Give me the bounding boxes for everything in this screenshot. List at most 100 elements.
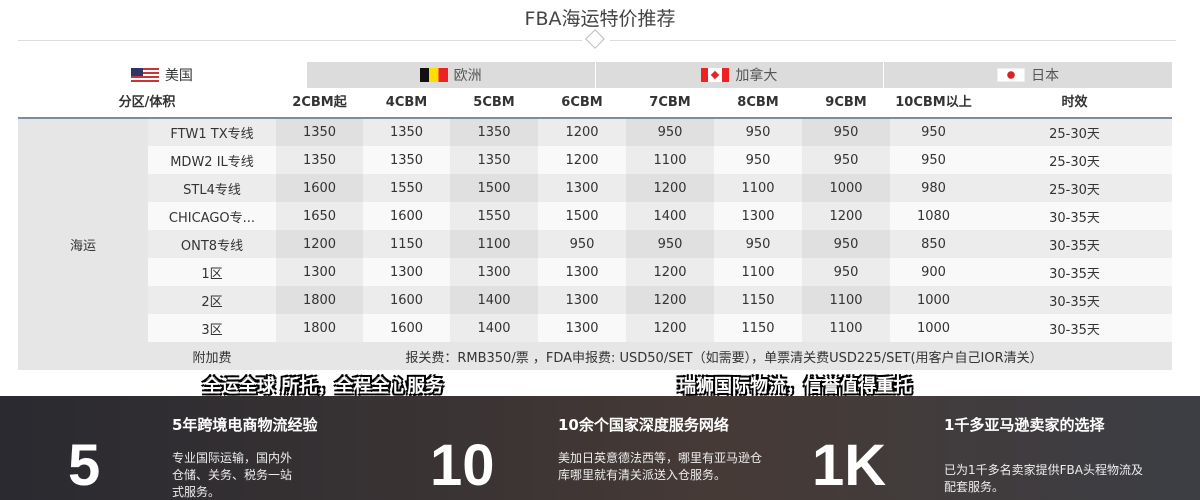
japan-flag-icon — [997, 68, 1026, 82]
zone-cell: FTW1 TX专线 — [148, 118, 276, 146]
tab-label: 美国 — [164, 68, 193, 84]
price-cell: 950 — [890, 118, 977, 146]
column-header: 7CBM — [626, 88, 714, 119]
price-cell: 1300 — [363, 258, 450, 286]
column-header: 5CBM — [450, 88, 538, 119]
price-cell: 1200 — [538, 146, 626, 174]
price-cell: 1300 — [538, 314, 626, 342]
price-cell: 1400 — [626, 202, 714, 230]
price-cell: 1400 — [450, 314, 538, 342]
price-cell: 1000 — [802, 174, 890, 202]
table-row: STL4专线 1600 1550 1500 1300 1200 1100 1000 980 25-… — [18, 174, 1172, 202]
price-cell: 1350 — [276, 146, 363, 174]
price-cell: 1550 — [450, 202, 538, 230]
transit-time-cell: 30-35天 — [977, 286, 1172, 314]
tab-label: 欧洲 — [453, 68, 482, 84]
price-cell: 1400 — [450, 286, 538, 314]
price-cell: 1100 — [802, 286, 890, 314]
column-header: 2CBM起 — [276, 88, 363, 119]
price-cell: 1000 — [890, 314, 977, 342]
price-cell: 1150 — [714, 286, 802, 314]
stat-heading: 5年跨境电商物流经验 — [172, 416, 318, 434]
column-header: 10CBM以上 — [890, 88, 977, 119]
price-cell: 950 — [802, 118, 890, 146]
price-cell: 950 — [802, 230, 890, 258]
surcharge-text: 报关费：RMB350/票 ，FDA申报费: USD50/SET（如需要），单票清… — [276, 342, 1172, 370]
column-header: 时效 — [977, 88, 1172, 119]
stats-banner: 5 5年跨境电商物流经验 专业国际运输，国内外仓储、关务、税务一站式服务。 10… — [0, 396, 1200, 500]
zone-cell: 1区 — [148, 258, 276, 286]
table-row: 3区 1800 1600 1400 1300 1200 1150 1100 1000 30-35天 — [18, 314, 1172, 342]
column-header: 分区/体积 — [18, 88, 276, 119]
price-cell: 1200 — [802, 202, 890, 230]
price-cell: 1600 — [363, 202, 450, 230]
divider — [18, 40, 582, 41]
price-cell: 1350 — [450, 118, 538, 146]
section-title: FBA海运特价推荐 — [524, 8, 676, 30]
price-cell: 1300 — [538, 258, 626, 286]
stat-heading: 1千多亚马逊卖家的选择 — [944, 416, 1105, 434]
price-cell: 950 — [626, 118, 714, 146]
price-cell: 1350 — [363, 146, 450, 174]
price-cell: 980 — [890, 174, 977, 202]
transit-time-cell: 30-35天 — [977, 314, 1172, 342]
transit-time-cell: 25-30天 — [977, 118, 1172, 146]
price-cell: 900 — [890, 258, 977, 286]
tab-canada[interactable]: 加拿大 — [594, 62, 884, 88]
price-cell: 1300 — [714, 202, 802, 230]
category-cell: 海运 — [18, 118, 148, 370]
slogan-left: 全运全球 所托，全程全心服务 — [203, 376, 444, 397]
transit-time-cell: 30-35天 — [977, 258, 1172, 286]
tab-usa[interactable]: 美国 — [18, 62, 306, 88]
diamond-ornament-icon — [585, 29, 605, 49]
surcharge-row: 附加费 报关费：RMB350/票 ，FDA申报费: USD50/SET（如需要），… — [18, 342, 1172, 370]
tab-japan[interactable]: 日本 — [883, 62, 1172, 88]
price-cell: 950 — [802, 146, 890, 174]
price-cell: 1000 — [890, 286, 977, 314]
price-cell: 1200 — [538, 118, 626, 146]
stat-description: 专业国际运输，国内外仓储、关务、税务一站式服务。 — [172, 451, 293, 499]
price-cell: 1100 — [802, 314, 890, 342]
zone-cell: 3区 — [148, 314, 276, 342]
price-cell: 1300 — [450, 258, 538, 286]
price-cell: 950 — [714, 118, 802, 146]
table-row: MDW2 IL专线 1350 1350 1350 1200 1100 950 950 950 25… — [18, 146, 1172, 174]
price-cell: 1300 — [538, 286, 626, 314]
price-cell: 1550 — [363, 174, 450, 202]
stat-number: 5 — [68, 433, 101, 498]
stat-description: 美加日英意德法西等，哪里有亚马逊仓库哪里就有清关派送入仓服务。 — [558, 451, 763, 482]
price-cell: 1200 — [626, 258, 714, 286]
price-cell: 1600 — [363, 314, 450, 342]
transit-time-cell: 25-30天 — [977, 174, 1172, 202]
country-tabs: 美国 欧洲 加拿大 日本 — [18, 62, 1172, 88]
transit-time-cell: 30-35天 — [977, 230, 1172, 258]
price-cell: 1350 — [450, 146, 538, 174]
price-cell: 950 — [538, 230, 626, 258]
price-cell: 1800 — [276, 286, 363, 314]
zone-cell: MDW2 IL专线 — [148, 146, 276, 174]
price-cell: 1150 — [363, 230, 450, 258]
column-header: 4CBM — [363, 88, 450, 119]
stat-description: 已为1千多名卖家提供FBA头程物流及配套服务。 — [944, 463, 1143, 494]
table-row: CHICAGO专... 1650 1600 1550 1500 1400 1300 1200 1… — [18, 202, 1172, 230]
column-header: 9CBM — [802, 88, 890, 119]
price-cell: 1800 — [276, 314, 363, 342]
divider — [610, 40, 1176, 41]
surcharge-label: 附加费 — [148, 342, 276, 370]
table-row: ONT8专线 1200 1150 1100 950 950 950 950 850 30-35天 — [18, 230, 1172, 258]
price-cell: 1350 — [363, 118, 450, 146]
stat-number: 10 — [430, 433, 495, 498]
price-cell: 1500 — [538, 202, 626, 230]
price-cell: 1350 — [276, 118, 363, 146]
price-cell: 1300 — [538, 174, 626, 202]
price-cell: 1150 — [714, 314, 802, 342]
price-cell: 950 — [626, 230, 714, 258]
price-cell: 950 — [714, 146, 802, 174]
table-row: 海运 FTW1 TX专线 1350 1350 1350 1200 950 950 950 950 2… — [18, 118, 1172, 370]
tab-europe[interactable]: 欧洲 — [305, 62, 595, 88]
price-cell: 1200 — [626, 286, 714, 314]
belgium-flag-icon — [419, 68, 448, 82]
price-cell: 1650 — [276, 202, 363, 230]
zone-cell: ONT8专线 — [148, 230, 276, 258]
stat-number: 1K — [812, 433, 887, 498]
